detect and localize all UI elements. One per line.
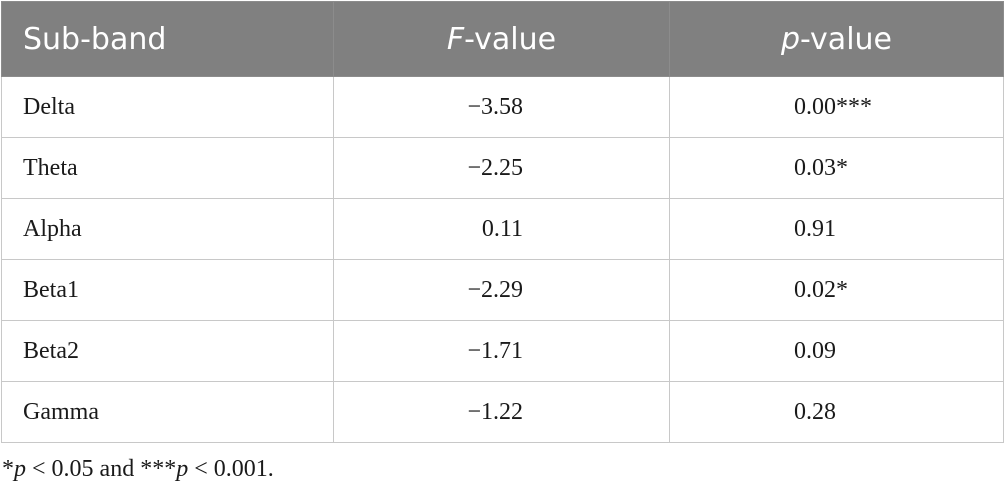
header-p-suffix: -value xyxy=(800,21,892,57)
header-sub-band: Sub-band xyxy=(1,1,334,77)
header-p-symbol: p xyxy=(780,21,801,57)
band-cell: Theta xyxy=(1,137,334,199)
band-cell: Alpha xyxy=(1,198,334,260)
table-row: Delta −3.58 0.00*** xyxy=(1,76,1004,138)
footnote-star-1: * xyxy=(2,456,14,482)
f-value-cell: −1.71 xyxy=(333,320,670,382)
p-value-cell: 0.09 xyxy=(669,320,1004,382)
footnote-threshold-2: < 0.001. xyxy=(188,456,274,482)
band-cell: Beta2 xyxy=(1,320,334,382)
sub-band-results-table: Sub-band F-value p-value Delta −3.58 0.0… xyxy=(1,1,1004,443)
results-table-container: Sub-band F-value p-value Delta −3.58 0.0… xyxy=(1,1,1004,443)
p-value-cell: 0.00*** xyxy=(669,76,1004,138)
p-value-cell: 0.91 xyxy=(669,198,1004,260)
table-row: Theta −2.25 0.03* xyxy=(1,137,1004,199)
p-value-cell: 0.02* xyxy=(669,259,1004,321)
header-f-suffix: -value xyxy=(464,21,557,57)
table-row: Beta1 −2.29 0.02* xyxy=(1,259,1004,321)
band-cell: Delta xyxy=(1,76,334,138)
footnote-threshold-1: < 0.05 and *** xyxy=(26,456,177,482)
table-row: Alpha 0.11 0.91 xyxy=(1,198,1004,260)
header-f-symbol: F xyxy=(446,21,465,57)
table-row: Beta2 −1.71 0.09 xyxy=(1,320,1004,382)
header-f-value: F-value xyxy=(333,1,670,77)
band-cell: Gamma xyxy=(1,381,334,443)
table-row: Gamma −1.22 0.28 xyxy=(1,381,1004,443)
header-p-value: p-value xyxy=(669,1,1004,77)
f-value-cell: −2.25 xyxy=(333,137,670,199)
table-footnote: *p < 0.05 and ***p < 0.001. xyxy=(2,456,274,483)
f-value-cell: 0.11 xyxy=(333,198,670,260)
p-value-cell: 0.03* xyxy=(669,137,1004,199)
band-cell: Beta1 xyxy=(1,259,334,321)
f-value-cell: −3.58 xyxy=(333,76,670,138)
f-value-cell: −2.29 xyxy=(333,259,670,321)
footnote-p-symbol-2: p xyxy=(176,456,189,482)
footnote-p-symbol-1: p xyxy=(14,456,26,482)
table-header-row: Sub-band F-value p-value xyxy=(1,1,1004,77)
p-value-cell: 0.28 xyxy=(669,381,1004,443)
f-value-cell: −1.22 xyxy=(333,381,670,443)
